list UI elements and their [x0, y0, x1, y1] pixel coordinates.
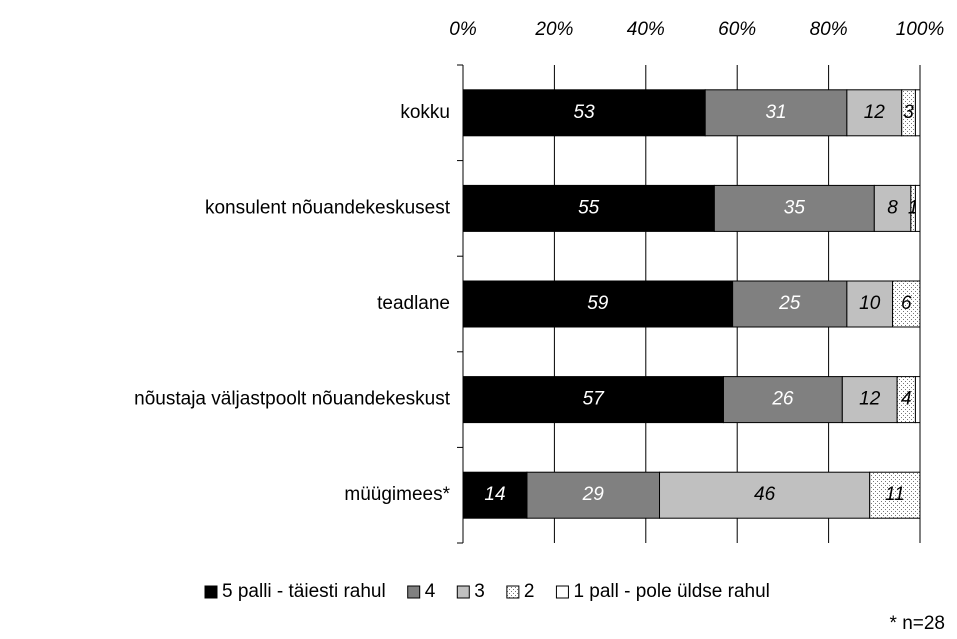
x-tick-label: 40% [627, 19, 665, 40]
category-label: nõustaja väljastpoolt nõuandekeskust [134, 389, 451, 410]
legend-label: 1 pall - pole üldse rahul [573, 581, 769, 602]
legend-swatch [506, 585, 520, 599]
data-label: 12 [864, 102, 886, 123]
data-label: 14 [484, 484, 505, 505]
data-label: 59 [587, 293, 609, 314]
bar-segment [873, 184, 912, 232]
data-label: 57 [583, 389, 606, 410]
bar-segment [732, 280, 848, 328]
bar-segment [914, 89, 921, 137]
footnote: * n=28 [890, 613, 945, 634]
bar-segment [841, 376, 898, 424]
x-tick-label: 20% [534, 19, 573, 40]
category-label: müügimees* [344, 484, 450, 505]
legend-swatch [407, 585, 421, 599]
x-tick-label: 0% [449, 19, 477, 40]
bar-segment [462, 280, 734, 328]
category-label: kokku [400, 102, 450, 123]
data-label: 46 [754, 484, 776, 505]
bar-segment [462, 471, 528, 519]
legend-label: 2 [524, 581, 535, 602]
x-tick-label: 60% [718, 19, 756, 40]
data-label: 3 [903, 102, 914, 123]
category-label: teadlane [377, 293, 450, 314]
legend-label: 4 [425, 581, 436, 602]
legend-swatch [555, 585, 569, 599]
legend-swatch [204, 585, 218, 599]
data-label: 31 [765, 102, 786, 123]
data-label: 8 [887, 197, 898, 218]
data-label: 4 [901, 389, 912, 410]
x-tick-label: 80% [810, 19, 848, 40]
data-label: 11 [885, 484, 905, 505]
data-label: 55 [578, 197, 600, 218]
bar-segment [722, 376, 843, 424]
bar-segment [462, 184, 715, 232]
bar-segment [713, 184, 875, 232]
legend-label: 3 [474, 581, 485, 602]
bar-segment [914, 376, 921, 424]
bar-segment [659, 471, 871, 519]
bar-segment [846, 89, 903, 137]
data-label: 35 [784, 197, 806, 218]
data-label: 6 [901, 293, 912, 314]
data-label: 53 [574, 102, 596, 123]
bar-segment [914, 184, 921, 232]
legend-swatch [456, 585, 470, 599]
category-label: konsulent nõuandekeskusest [205, 197, 451, 218]
bar-segment [869, 471, 921, 519]
bar-segment [892, 280, 921, 328]
data-label: 29 [582, 484, 605, 505]
bar-segment [462, 89, 706, 137]
data-label: 12 [859, 389, 881, 410]
bar-segment [526, 471, 661, 519]
x-tick-label: 100% [896, 19, 945, 40]
bar-segment [704, 89, 848, 137]
data-label: 1 [908, 197, 919, 218]
legend-label: 5 palli - täiesti rahul [222, 581, 386, 602]
data-label: 10 [859, 293, 881, 314]
data-label: 25 [778, 293, 801, 314]
data-label: 26 [771, 389, 794, 410]
